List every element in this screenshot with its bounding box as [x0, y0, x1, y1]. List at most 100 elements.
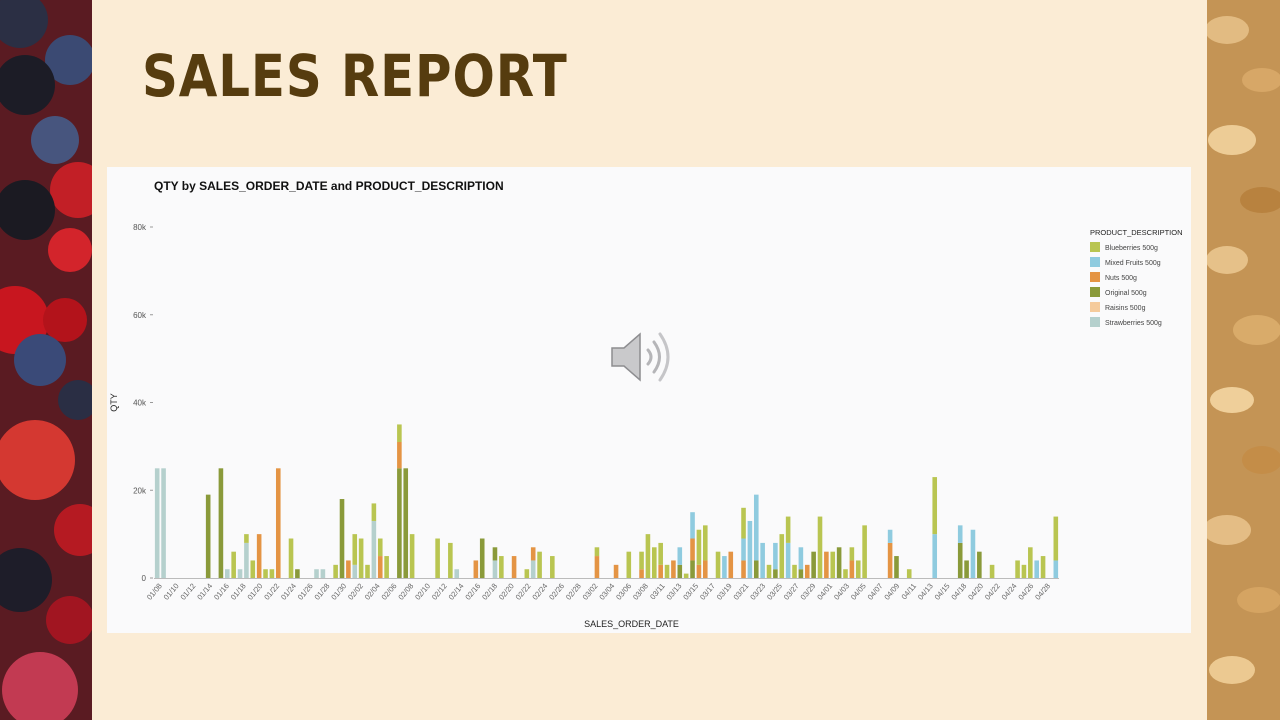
bar-segment — [320, 569, 326, 578]
bar-segment — [753, 494, 759, 561]
bar-segment — [479, 538, 485, 578]
bar-segment — [1034, 560, 1039, 578]
x-tick-label: 03/06 — [614, 582, 633, 602]
bar-segment — [371, 520, 377, 578]
bar-segment — [645, 534, 651, 579]
x-tick-label: 04/03 — [832, 582, 851, 602]
legend-swatch — [1090, 272, 1100, 282]
bar-segment — [728, 551, 734, 578]
bar-segment — [397, 424, 402, 442]
x-tick-label: 01/22 — [262, 582, 281, 602]
bar-segment — [218, 468, 224, 578]
y-tick-label: 60k — [133, 311, 147, 320]
x-tick-label: 02/20 — [497, 582, 516, 602]
bar-segment — [377, 538, 383, 557]
legend-label: Strawberries 500g — [1105, 320, 1162, 327]
bar-segment — [275, 468, 281, 578]
x-tick-label: 02/22 — [514, 582, 533, 602]
x-tick-label: 02/14 — [447, 582, 466, 602]
bar-segment — [244, 542, 249, 578]
x-tick-label: 03/21 — [732, 582, 751, 602]
legend-title: PRODUCT_DESCRIPTION — [1090, 228, 1183, 237]
x-tick-label: 04/05 — [849, 582, 868, 602]
bar-segment — [403, 468, 409, 578]
bar-segment — [677, 547, 683, 565]
bar-segment — [817, 516, 823, 578]
bar-segment — [237, 569, 243, 578]
bar-segment — [658, 542, 663, 565]
x-tick-label: 02/04 — [363, 582, 382, 602]
oat-flakes-photo — [1207, 0, 1280, 720]
bar-segment — [760, 542, 765, 578]
bar-segment — [352, 534, 358, 565]
x-tick-label: 03/15 — [681, 582, 700, 602]
x-tick-label: 04/01 — [815, 582, 834, 602]
x-tick-label: 04/26 — [1016, 582, 1035, 602]
legend-swatch — [1090, 242, 1100, 252]
bar-segment — [626, 551, 632, 578]
y-axis: 0 20k 40k 60k 80k QTY — [109, 223, 153, 583]
bar-segment — [524, 569, 530, 578]
bar-segment — [970, 529, 976, 578]
bar-segment — [677, 564, 683, 578]
x-tick-label: 04/20 — [966, 582, 985, 602]
x-tick-label: 03/29 — [799, 582, 818, 602]
bar-segment — [537, 551, 542, 578]
bar-segment — [906, 569, 912, 578]
x-tick-label: 04/09 — [882, 582, 901, 602]
x-tick-label: 02/26 — [547, 582, 566, 602]
x-tick-label: 01/30 — [329, 582, 348, 602]
bar-segment — [747, 520, 753, 578]
bar-segment — [887, 542, 893, 578]
bar-segment — [702, 560, 708, 578]
bar-segment — [849, 560, 855, 578]
legend-swatch — [1090, 317, 1100, 327]
bar-segment — [753, 560, 759, 578]
bar-segment — [894, 556, 899, 578]
bar-segment — [964, 560, 969, 578]
bar-segment — [824, 551, 829, 578]
x-tick-label: 01/28 — [313, 582, 332, 602]
y-tick-label: 80k — [133, 223, 147, 232]
legend-label: Mixed Fruits 500g — [1105, 260, 1161, 267]
x-tick-label: 03/23 — [748, 582, 767, 602]
legend-swatch — [1090, 257, 1100, 267]
x-tick-label: 04/15 — [933, 582, 952, 602]
x-tick-label: 02/08 — [396, 582, 415, 602]
speaker-icon[interactable] — [608, 326, 672, 388]
chart-panel: QTY by SALES_ORDER_DATE and PRODUCT_DESC… — [107, 167, 1191, 633]
y-tick-label: 40k — [133, 399, 147, 408]
x-tick-label: 03/17 — [698, 582, 717, 602]
bar-segment — [154, 468, 160, 578]
oat-flakes-graphic — [1207, 16, 1280, 684]
x-tick-label: 02/16 — [463, 582, 482, 602]
bar-segment — [448, 542, 453, 578]
legend: PRODUCT_DESCRIPTION Blueberries 500g Mixed… — [1090, 228, 1183, 327]
bar-segment — [594, 556, 600, 578]
x-tick-label: 01/10 — [162, 582, 181, 602]
bar-segment — [358, 538, 364, 578]
bar-segment — [346, 560, 351, 578]
bar-segment — [397, 468, 402, 578]
chart-title: QTY by SALES_ORDER_DATE and PRODUCT_DESC… — [154, 179, 504, 193]
x-tick-label: 02/06 — [380, 582, 399, 602]
bar-segment — [696, 564, 702, 578]
bar-segment — [785, 542, 791, 578]
bar-segment — [550, 556, 555, 578]
y-tick-label: 0 — [142, 574, 147, 583]
bar-segment — [804, 564, 810, 578]
bar-segment — [492, 560, 498, 578]
bar-segment — [1040, 556, 1046, 578]
x-tick-label: 04/11 — [899, 582, 918, 602]
bar-segment — [639, 569, 644, 578]
bar-segment — [932, 477, 938, 535]
y-axis-label: QTY — [109, 393, 119, 412]
bar-segment — [250, 560, 256, 578]
bar-segment — [377, 556, 383, 578]
bar-segment — [690, 512, 695, 539]
bar-segment — [225, 569, 230, 578]
legend-swatch — [1090, 302, 1100, 312]
bar-segment — [473, 560, 479, 578]
bar-segment — [594, 547, 600, 557]
